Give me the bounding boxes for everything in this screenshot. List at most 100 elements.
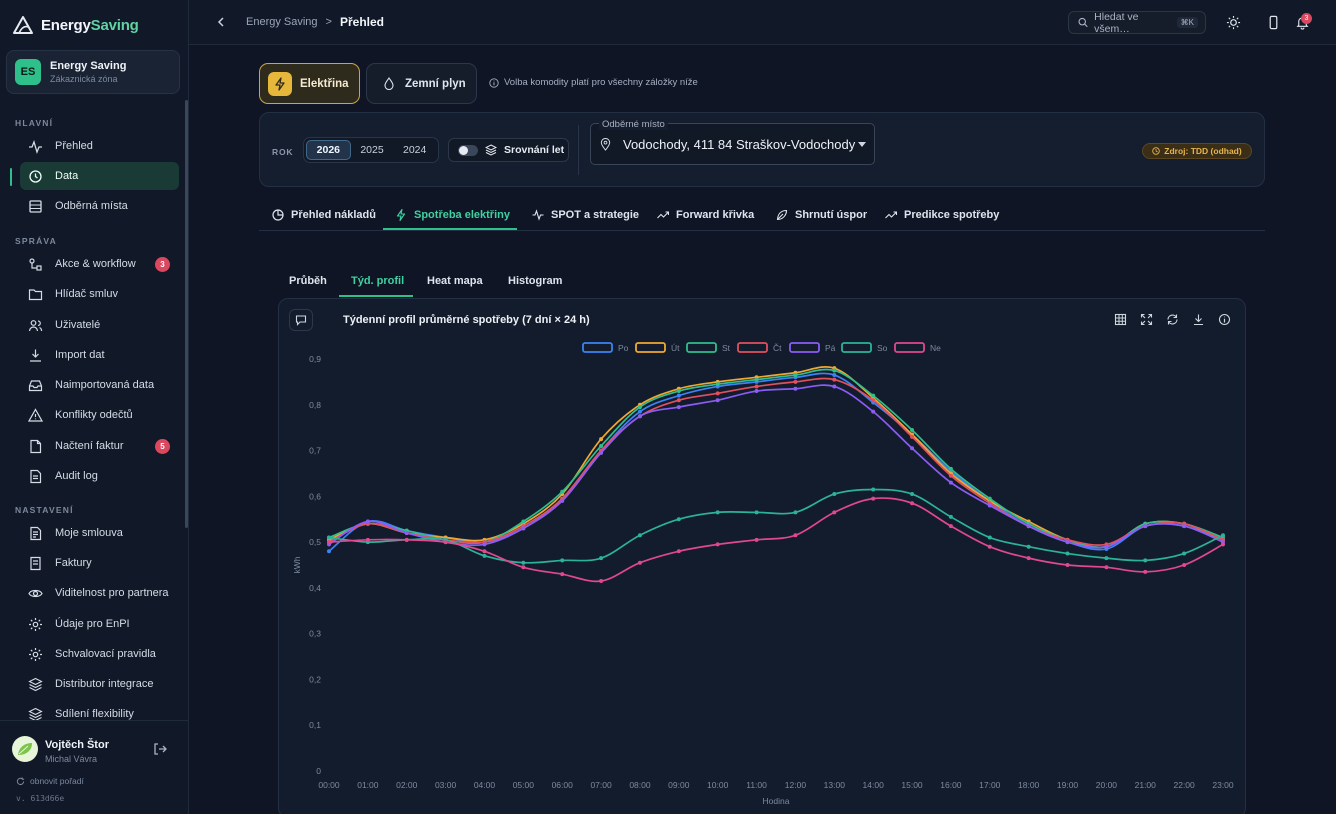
sidebar-item-label: Hlídač smluv bbox=[55, 288, 118, 300]
invoice-icon bbox=[30, 556, 41, 570]
comment-button[interactable] bbox=[289, 309, 313, 331]
sidebar-item-moje-smlouva[interactable]: Moje smlouva bbox=[20, 519, 179, 547]
sidebar-item-label: Moje smlouva bbox=[55, 527, 123, 539]
tab-cost-overview[interactable]: Přehled nákladů bbox=[272, 198, 376, 231]
x-tick-label: 21:00 bbox=[1135, 780, 1157, 790]
data-point bbox=[948, 473, 953, 478]
sidebar-item--daje-pro-enpi[interactable]: Údaje pro EnPI bbox=[20, 610, 179, 638]
warning-icon bbox=[28, 407, 43, 422]
data-point bbox=[793, 379, 798, 384]
breadcrumb-parent[interactable]: Energy Saving bbox=[246, 16, 318, 28]
tab-savings-summary[interactable]: Shrnutí úspor bbox=[776, 198, 867, 231]
sidebar-item-konflikty-ode-t-[interactable]: Konflikty odečtů bbox=[20, 401, 179, 429]
data-point bbox=[1182, 524, 1187, 529]
tab-spot-strategy[interactable]: SPOT a strategie bbox=[532, 198, 639, 231]
data-point bbox=[482, 549, 487, 554]
clock-icon bbox=[1152, 147, 1161, 155]
sidebar-item-sd-len-flexibility[interactable]: Sdílení flexibility bbox=[20, 700, 179, 728]
commodity-electricity-button[interactable]: Elektřina bbox=[259, 63, 360, 104]
tab-consumption-prediction[interactable]: Predikce spotřeby bbox=[885, 198, 999, 231]
sidebar: EnergySaving ES Energy Saving Zákaznická… bbox=[0, 0, 189, 814]
data-point bbox=[599, 579, 604, 584]
data-point bbox=[832, 510, 837, 515]
data-point bbox=[832, 373, 837, 378]
y-tick-label: 0 bbox=[316, 766, 321, 776]
x-tick-label: 13:00 bbox=[824, 780, 846, 790]
subtab-progress[interactable]: Průběh bbox=[289, 274, 327, 287]
subtab-histogram[interactable]: Histogram bbox=[508, 274, 563, 287]
tab-electricity-consumption[interactable]: Spotřeba elektřiny bbox=[395, 198, 510, 231]
notification-badge: 3 bbox=[1301, 13, 1312, 24]
data-point bbox=[404, 537, 409, 542]
table-icon[interactable] bbox=[1114, 313, 1127, 326]
x-tick-label: 12:00 bbox=[785, 780, 807, 790]
x-tick-label: 18:00 bbox=[1018, 780, 1040, 790]
data-point bbox=[1182, 563, 1187, 567]
year-option-2024[interactable]: 2024 bbox=[403, 144, 427, 156]
toggle-switch[interactable] bbox=[458, 144, 478, 156]
sidebar-item-distributor-integrace[interactable]: Distributor integrace bbox=[20, 670, 179, 698]
sidebar-item-na-ten-faktur[interactable]: Načtení faktur 5 bbox=[20, 432, 179, 460]
year-option-2025[interactable]: 2025 bbox=[360, 144, 384, 156]
audit-icon bbox=[30, 469, 42, 483]
data-point bbox=[832, 377, 837, 382]
sidebar-item-data[interactable]: Data bbox=[20, 162, 179, 190]
pie-icon bbox=[272, 208, 284, 221]
org-switcher[interactable]: ES Energy Saving Zákaznická zóna bbox=[6, 50, 180, 94]
source-badge: Zdroj: TDD (odhad) bbox=[1142, 143, 1252, 159]
theme-sun-icon[interactable] bbox=[1226, 15, 1241, 30]
site-select[interactable]: Odběrné místo Vodochody, 411 84 Straškov… bbox=[590, 119, 875, 165]
user-name: Vojtěch Štor bbox=[45, 739, 109, 751]
data-point bbox=[676, 549, 681, 554]
fullscreen-icon[interactable] bbox=[1140, 313, 1153, 326]
source-badge-label: Zdroj: TDD (odhad) bbox=[1164, 146, 1242, 156]
sidebar-item-label: Naimportovaná data bbox=[55, 379, 155, 391]
sidebar-item-viditelnost-pro-partnera[interactable]: Viditelnost pro partnera bbox=[20, 579, 179, 607]
mobile-icon[interactable] bbox=[1266, 15, 1281, 30]
sidebar-item-faktury[interactable]: Faktury bbox=[20, 549, 179, 577]
sidebar-item-naimportovan-data[interactable]: Naimportovaná data bbox=[20, 371, 179, 399]
sidebar-item-schvalovac-pravidla[interactable]: Schvalovací pravidla bbox=[20, 640, 179, 668]
section-label-main: HLAVNÍ bbox=[15, 118, 54, 128]
x-tick-label: 01:00 bbox=[357, 780, 379, 790]
download-icon[interactable] bbox=[1192, 313, 1205, 326]
sidebar-item-u-ivatel-[interactable]: Uživatelé bbox=[20, 311, 179, 339]
data-point bbox=[754, 389, 759, 394]
compare-years-toggle[interactable]: Srovnání let bbox=[448, 138, 569, 162]
site-select-label: Odběrné místo bbox=[599, 119, 668, 130]
data-point bbox=[987, 496, 992, 501]
data-point bbox=[676, 405, 681, 410]
sidebar-item-p-ehled[interactable]: Přehled bbox=[20, 132, 179, 160]
year-option-2026[interactable]: 2026 bbox=[306, 140, 351, 160]
avatar[interactable] bbox=[12, 736, 38, 762]
search-icon bbox=[1078, 17, 1088, 28]
tab-label: Spotřeba elektřiny bbox=[414, 208, 510, 221]
logout-icon[interactable] bbox=[153, 742, 167, 756]
commodity-gas-button[interactable]: Zemní plyn bbox=[366, 63, 477, 104]
sidebar-item-hl-da-smluv[interactable]: Hlídač smluv bbox=[20, 280, 179, 308]
info-icon[interactable] bbox=[1218, 313, 1231, 326]
sidebar-scrollbar[interactable] bbox=[185, 100, 188, 528]
data-point bbox=[637, 414, 642, 419]
subtab-heat-map[interactable]: Heat mapa bbox=[427, 274, 483, 287]
tab-forward-curve[interactable]: Forward křivka bbox=[657, 198, 754, 231]
refresh-order-link[interactable]: obnovit pořadí bbox=[16, 776, 84, 786]
subtab-weekly-profile[interactable]: Týd. profil bbox=[351, 274, 405, 287]
back-chevron-icon[interactable] bbox=[213, 14, 229, 30]
global-search[interactable]: Hledat ve všem… ⌘K bbox=[1068, 11, 1206, 35]
x-tick-label: 20:00 bbox=[1096, 780, 1118, 790]
pulse-icon bbox=[532, 208, 544, 221]
section-label-manage: SPRÁVA bbox=[15, 236, 57, 246]
sidebar-item-akce-workflow[interactable]: Akce & workflow 3 bbox=[20, 250, 179, 278]
data-point bbox=[793, 386, 798, 391]
refresh-icon[interactable] bbox=[1166, 313, 1179, 326]
logo-icon bbox=[13, 16, 33, 34]
sidebar-item-audit-log[interactable]: Audit log bbox=[20, 462, 179, 490]
brand-logo[interactable]: EnergySaving bbox=[11, 12, 139, 38]
commodity-note: Volba komodity platí pro všechny záložky… bbox=[489, 77, 698, 88]
sidebar-item-odb-rn-m-sta[interactable]: Odběrná místa bbox=[20, 192, 179, 220]
data-point bbox=[1221, 533, 1225, 538]
data-point bbox=[871, 409, 876, 414]
flame-icon bbox=[381, 72, 397, 96]
sidebar-item-import-dat[interactable]: Import dat bbox=[20, 341, 179, 369]
